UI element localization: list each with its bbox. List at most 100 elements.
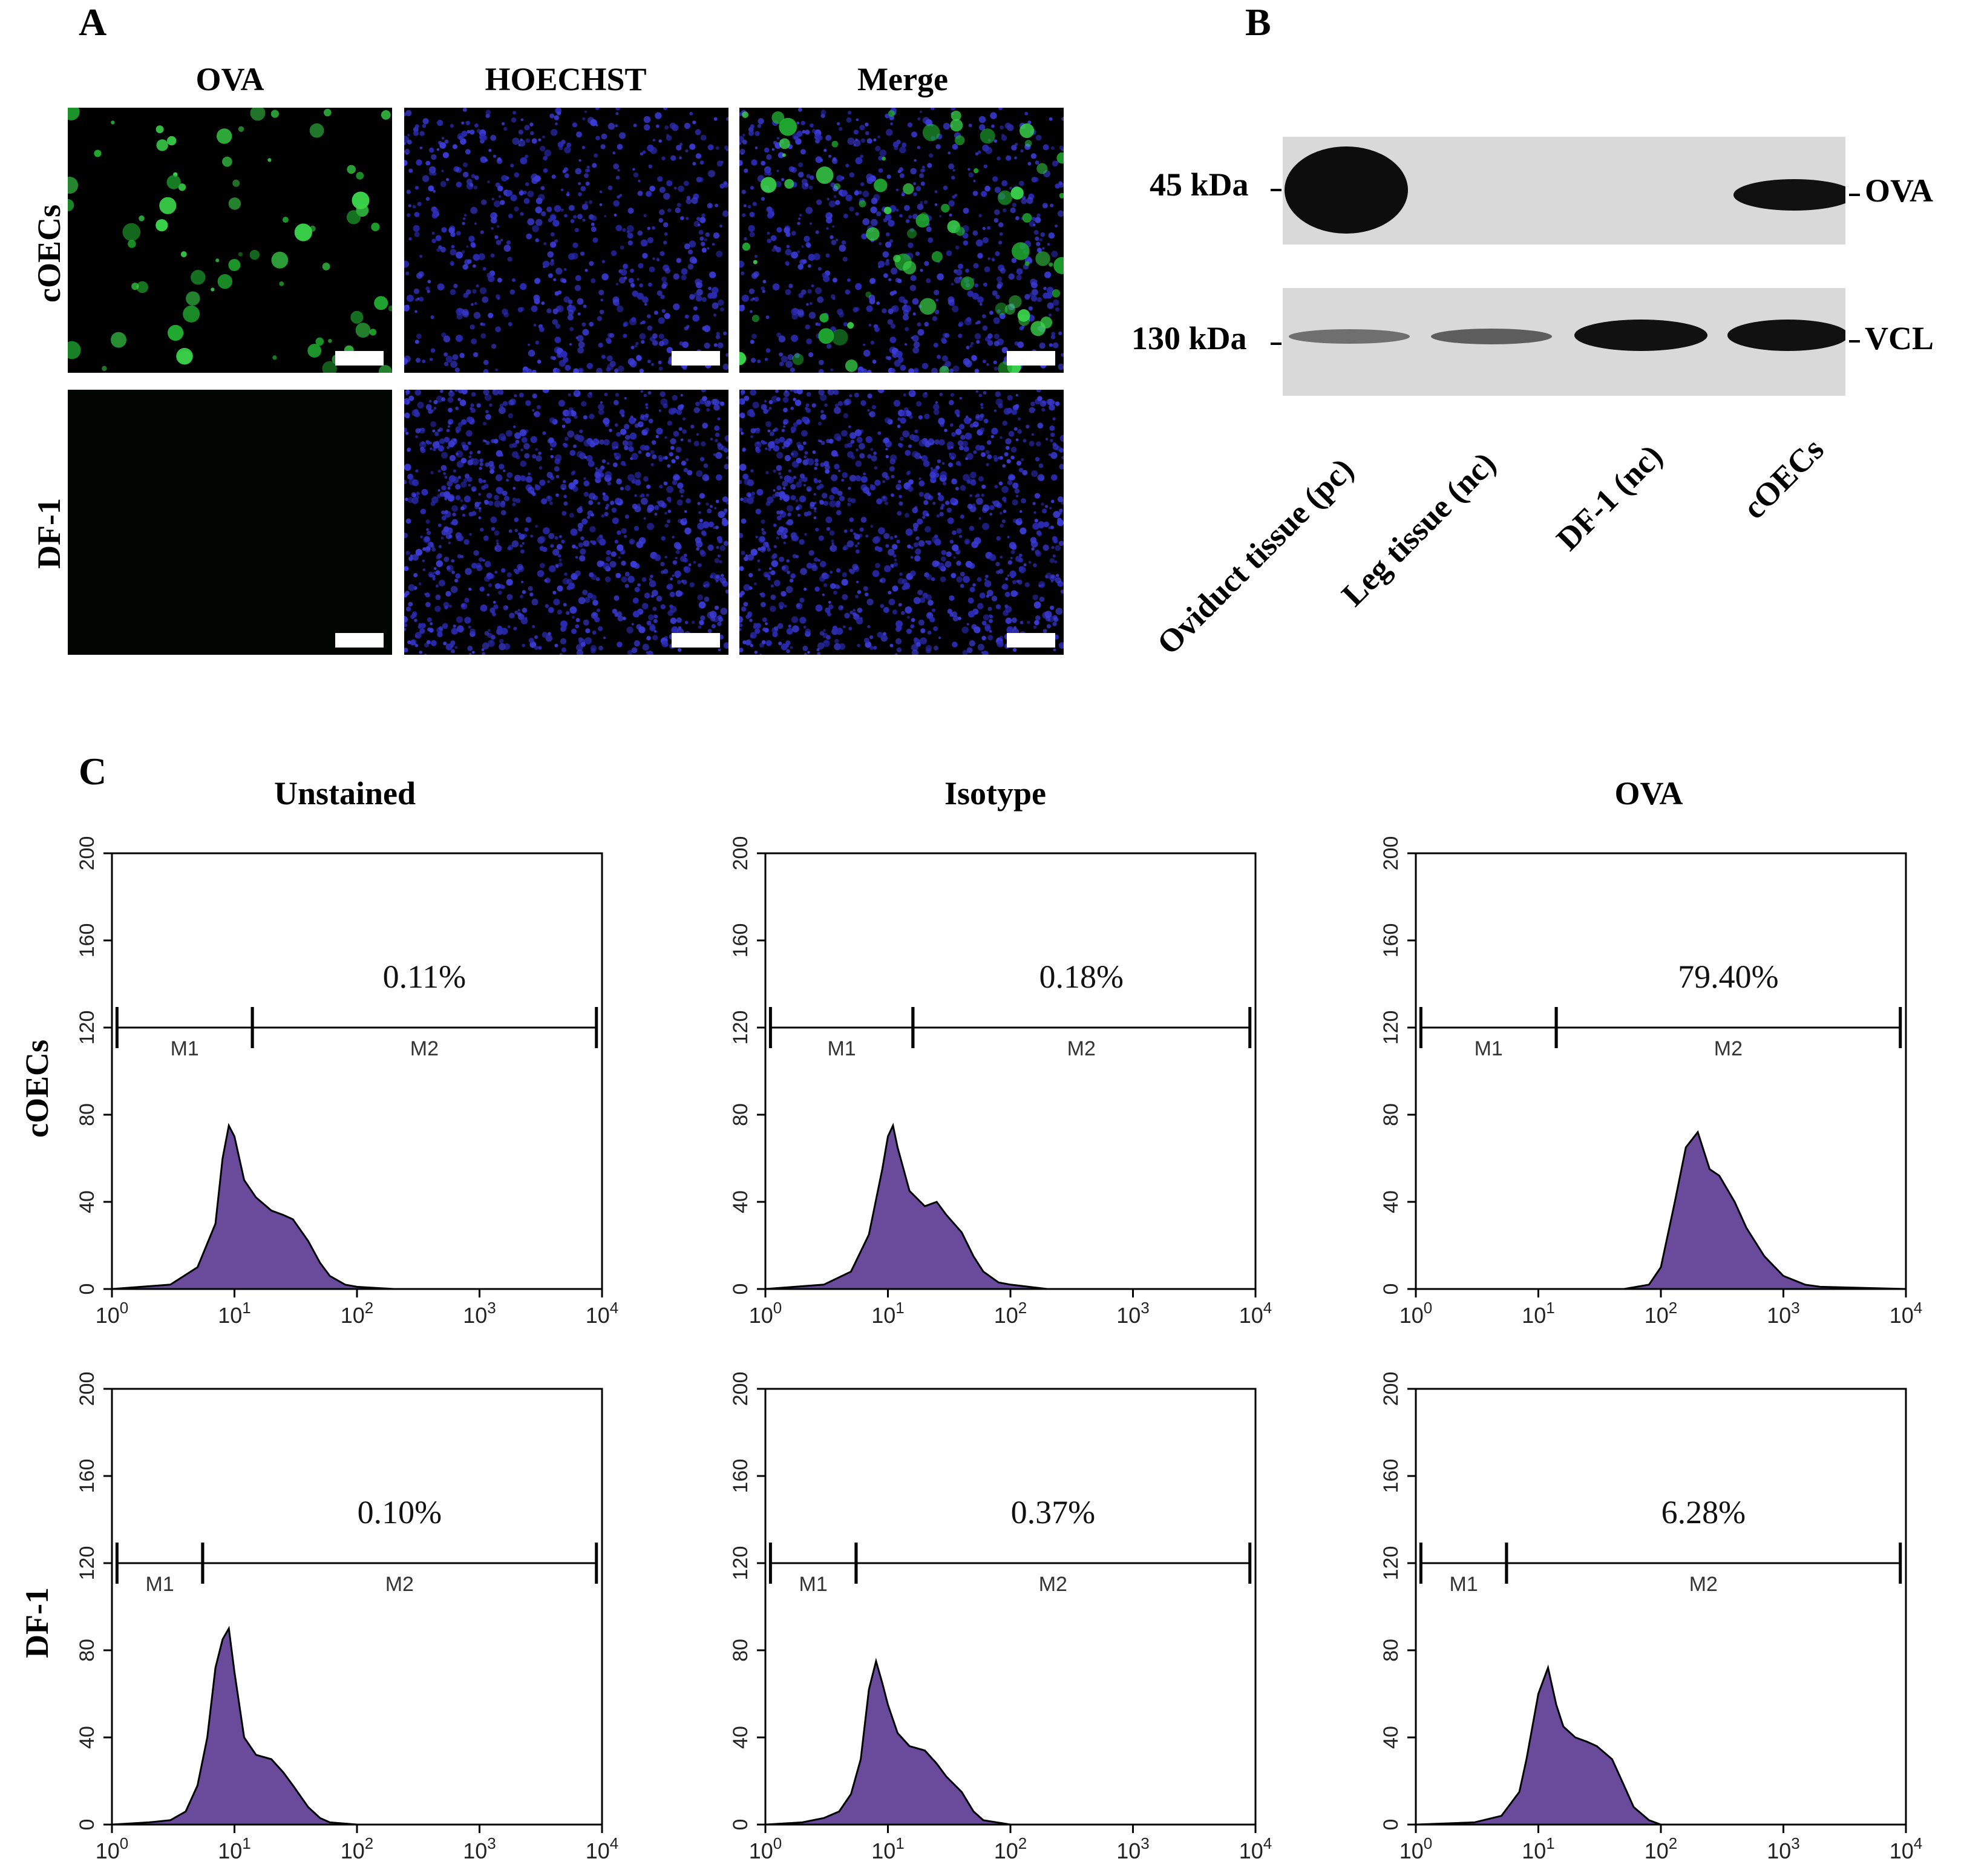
y-tick-label: 200	[76, 836, 99, 871]
y-tick-label: 80	[729, 1639, 752, 1662]
y-tick-label: 80	[76, 1639, 99, 1662]
plot-frame	[1415, 1388, 1907, 1826]
column-header-ova: OVA	[1614, 775, 1683, 812]
histogram-coecs-ova: 0 40 80 120 160 200 100 101 102 103 104 M1 M2 79.40%	[1364, 835, 1945, 1340]
y-tick-label: 160	[729, 1459, 752, 1494]
y-tick-label: 80	[1380, 1103, 1403, 1126]
lane-label-coecs: cOECs	[1735, 431, 1831, 526]
histogram-coecs-isotype: 0 40 80 120 160 200 100 101 102 103 104 M1 M2 0.18%	[714, 835, 1295, 1340]
gate-label: M2	[410, 1037, 439, 1060]
x-tick-label: 102	[1645, 1299, 1678, 1328]
plot-frame	[111, 1388, 603, 1826]
lane-label-df1: DF-1 (nc)	[1549, 437, 1670, 558]
x-tick-label: 102	[341, 1834, 374, 1863]
y-tick-label: 0	[729, 1819, 752, 1831]
x-tick-label: 104	[1890, 1834, 1923, 1863]
x-tick-label: 101	[218, 1834, 251, 1863]
vcl-band-oviduct	[1289, 329, 1410, 344]
x-tick-label: 102	[341, 1299, 374, 1328]
x-tick-label: 103	[1116, 1299, 1150, 1328]
scale-bar	[335, 351, 384, 366]
vcl-band-coecs	[1727, 320, 1848, 351]
histogram-coecs-unstained: 0 40 80 120 160 200 100 101 102 103 104 M1 M2 0.11%	[61, 835, 641, 1340]
gate-label: M1	[1475, 1037, 1503, 1060]
x-tick-label: 104	[1890, 1299, 1923, 1328]
plot-frame	[1415, 852, 1907, 1290]
western-blot-vcl	[1283, 288, 1848, 396]
y-tick-label: 80	[76, 1103, 99, 1126]
gate-percentage: 0.18%	[1039, 959, 1124, 995]
x-tick-label: 103	[463, 1299, 496, 1328]
y-tick-label: 120	[76, 1546, 99, 1581]
y-tick-label: 120	[1380, 1011, 1403, 1045]
y-tick-label: 200	[1380, 836, 1403, 871]
band-label-vcl: VCL	[1865, 320, 1934, 356]
x-tick-label: 102	[994, 1299, 1027, 1328]
micrograph-coecs-hoechst	[404, 108, 728, 373]
column-header-merge: Merge	[857, 61, 948, 97]
gate-label: M2	[1067, 1037, 1096, 1060]
y-tick-label: 160	[76, 1459, 99, 1494]
x-tick-label: 100	[1399, 1834, 1433, 1863]
x-tick-label: 103	[1116, 1834, 1150, 1863]
y-tick-label: 0	[1380, 1819, 1403, 1831]
histogram-df1-isotype: 0 40 80 120 160 200 100 101 102 103 104 M1 M2 0.37%	[714, 1371, 1295, 1876]
marker-tick	[1271, 343, 1282, 345]
x-tick-label: 100	[749, 1299, 782, 1328]
gate-label: M2	[1689, 1573, 1718, 1596]
plot-frame	[764, 1388, 1257, 1826]
histogram-area	[765, 1123, 1255, 1290]
plot-frame	[764, 852, 1257, 1290]
micrograph-coecs-merge	[739, 108, 1064, 373]
x-tick-label: 101	[1522, 1834, 1555, 1863]
band-tick	[1849, 194, 1860, 196]
histogram-area	[111, 1123, 602, 1290]
gate-percentage: 79.40%	[1678, 959, 1778, 995]
plot-frame	[111, 852, 603, 1290]
panel-letter-a: A	[79, 1, 107, 44]
x-tick-label: 100	[1399, 1299, 1433, 1328]
x-tick-label: 103	[1767, 1834, 1800, 1863]
y-tick-label: 200	[729, 1372, 752, 1406]
y-tick-label: 160	[729, 923, 752, 958]
gate-percentage: 0.10%	[358, 1494, 442, 1530]
vcl-band-df1	[1574, 320, 1707, 351]
gate-label: M2	[1039, 1573, 1067, 1596]
histogram-area	[1416, 1130, 1907, 1290]
row-header-df1: DF-1	[19, 1587, 55, 1658]
row-header-coecs: cOECs	[19, 1040, 55, 1138]
column-header-isotype: Isotype	[944, 775, 1046, 812]
lane-label-oviduct: Oviduct tissue (pc)	[1150, 451, 1361, 662]
x-tick-label: 101	[1522, 1299, 1555, 1328]
x-tick-label: 101	[218, 1299, 251, 1328]
row-header-df1: DF-1	[31, 498, 67, 569]
x-tick-label: 104	[586, 1299, 619, 1328]
y-tick-label: 200	[729, 836, 752, 871]
micrograph-df1-hoechst	[404, 390, 728, 655]
y-tick-label: 80	[729, 1103, 752, 1126]
gate-label: M1	[799, 1573, 828, 1596]
y-tick-label: 0	[729, 1284, 752, 1295]
y-tick-label: 160	[1380, 923, 1403, 958]
gate-percentage: 6.28%	[1661, 1494, 1746, 1530]
y-tick-label: 120	[1380, 1546, 1403, 1581]
y-tick-label: 0	[76, 1819, 99, 1831]
x-tick-label: 104	[1239, 1834, 1272, 1863]
x-tick-label: 102	[994, 1834, 1027, 1863]
y-tick-label: 120	[729, 1546, 752, 1581]
ova-band-oviduct	[1285, 146, 1408, 234]
scale-bar	[1007, 633, 1055, 648]
y-tick-label: 40	[1380, 1190, 1403, 1213]
row-header-coecs: cOECs	[31, 205, 67, 303]
micrograph-df1-ova	[68, 390, 392, 655]
histogram-area	[765, 1658, 1255, 1826]
gate-label: M2	[385, 1573, 414, 1596]
gate-label: M1	[146, 1573, 174, 1596]
scale-bar	[672, 351, 720, 366]
x-tick-label: 102	[1645, 1834, 1678, 1863]
marker-130kda: 130 kDa	[1131, 320, 1247, 356]
panel-letter-c: C	[79, 750, 107, 793]
column-header-hoechst: HOECHST	[485, 61, 647, 97]
x-tick-label: 104	[1239, 1299, 1272, 1328]
y-tick-label: 160	[1380, 1459, 1403, 1494]
